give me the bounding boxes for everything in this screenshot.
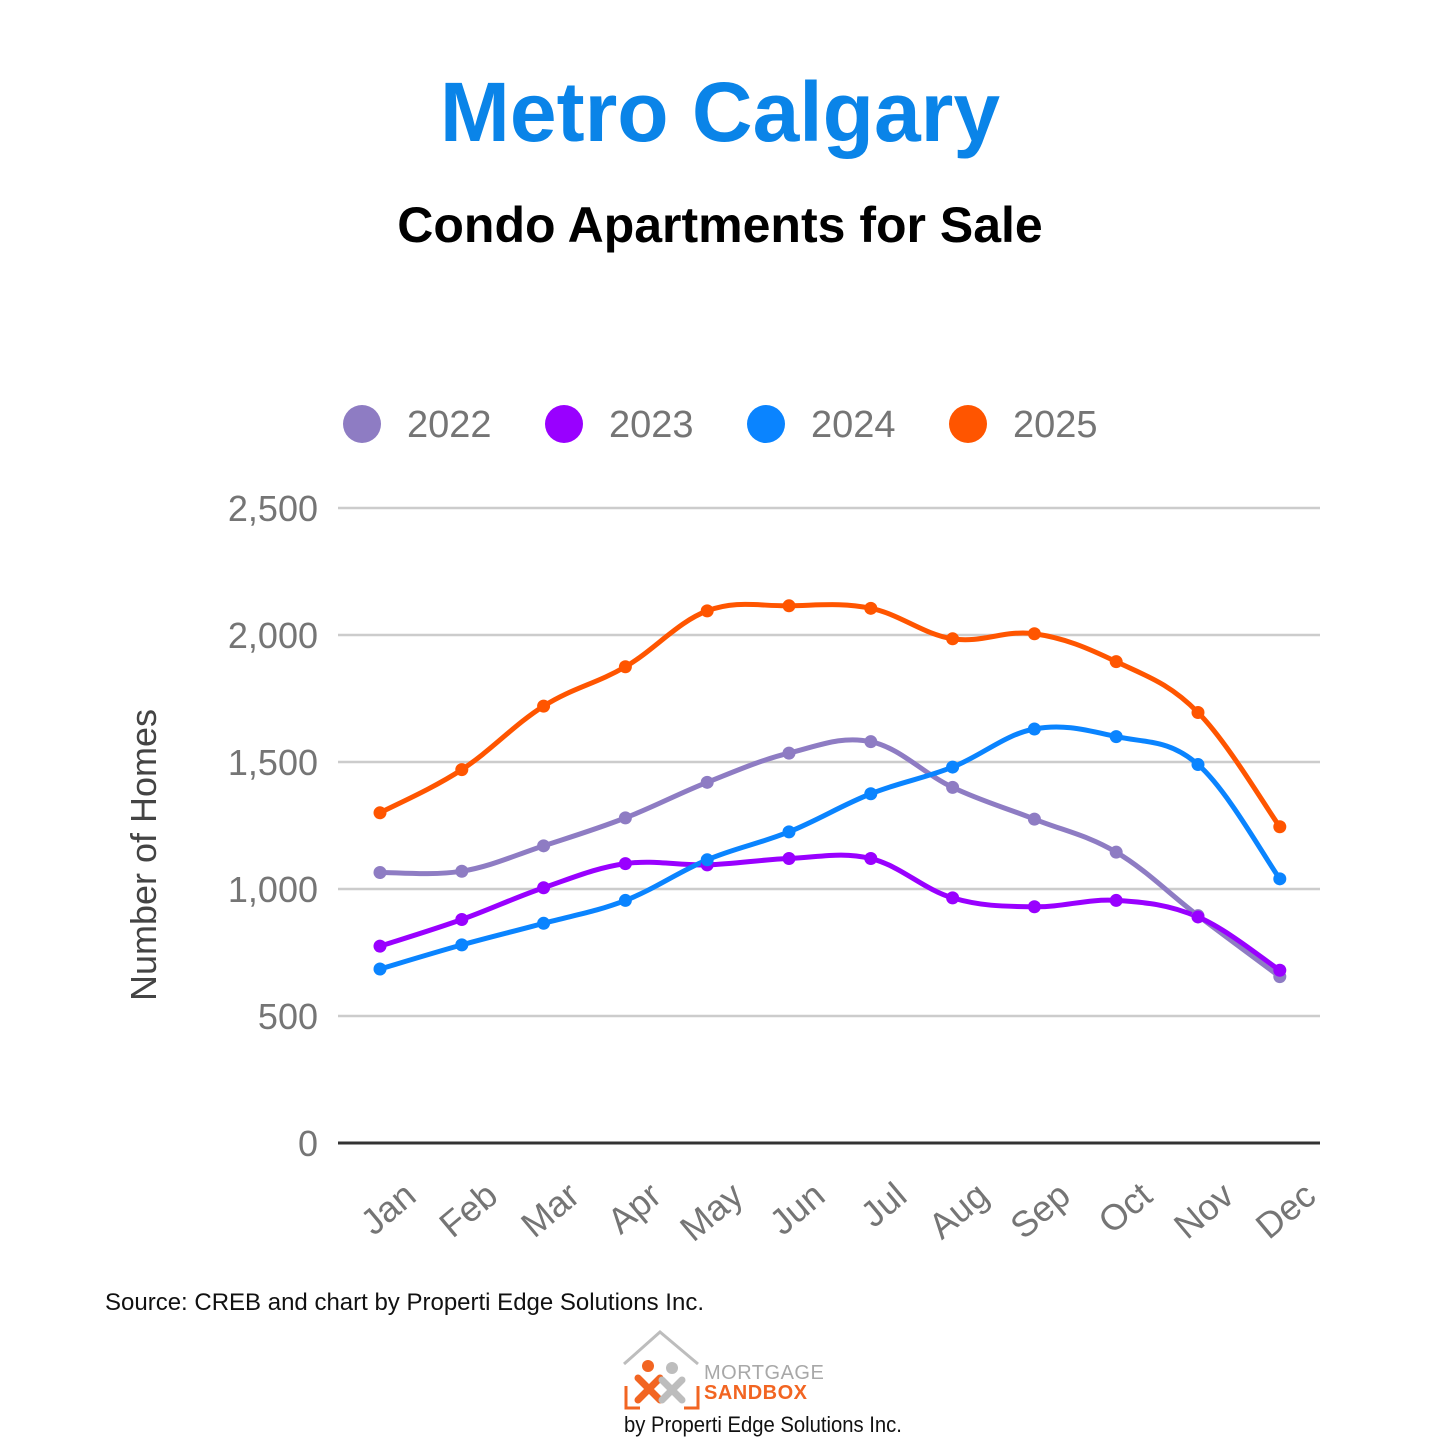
legend-swatch — [747, 405, 785, 443]
chart-legend: 2022 2023 2024 2025 — [343, 404, 1098, 446]
logo-text-sandbox: SANDBOX — [704, 1382, 808, 1404]
data-point-2022 — [373, 865, 387, 879]
data-point-2023 — [1273, 963, 1287, 977]
line-chart: 2022 2023 2024 2025 0 500 1,000 1,500 2,000 2,50… — [123, 404, 1324, 1249]
series-points — [373, 599, 1287, 984]
data-point-2023 — [864, 852, 878, 866]
data-point-2025 — [946, 632, 960, 646]
data-point-2022 — [1109, 845, 1123, 859]
x-tick-label: Mar — [513, 1174, 587, 1245]
legend-swatch — [343, 405, 381, 443]
data-point-2024 — [1273, 872, 1287, 886]
data-point-2024 — [946, 760, 960, 774]
x-tick-label: Oct — [1090, 1174, 1159, 1241]
data-point-2024 — [373, 962, 387, 976]
data-point-2023 — [1109, 893, 1123, 907]
legend-swatch — [949, 405, 987, 443]
legend-item-2022: 2022 — [343, 404, 492, 446]
data-point-2023 — [537, 881, 551, 895]
data-point-2025 — [1191, 705, 1205, 719]
y-tick-label: 1,000 — [228, 869, 318, 910]
y-axis-label: Number of Homes — [123, 709, 164, 1001]
data-point-2025 — [864, 601, 878, 615]
data-point-2025 — [1273, 820, 1287, 834]
data-point-2022 — [864, 735, 878, 749]
x-axis-ticks: Jan Feb Mar Apr May Jun Jul Aug Sep Oct Nov Dec — [353, 1174, 1324, 1249]
x-tick-label: Nov — [1166, 1174, 1241, 1247]
y-tick-label: 2,500 — [228, 488, 318, 529]
mortgage-sandbox-logo: MORTGAGE SANDBOX by Properti Edge Soluti… — [618, 1328, 918, 1438]
x-tick-label: Jun — [762, 1174, 833, 1243]
data-point-2022 — [1027, 812, 1041, 826]
legend-item-2023: 2023 — [545, 404, 694, 446]
data-point-2024 — [455, 938, 469, 952]
data-point-2024 — [618, 893, 632, 907]
data-point-2025 — [618, 660, 632, 674]
y-tick-label: 2,000 — [228, 615, 318, 656]
legend-label: 2025 — [1013, 404, 1098, 446]
x-tick-label: Aug — [921, 1174, 996, 1247]
data-point-2024 — [1027, 722, 1041, 736]
data-point-2022 — [537, 839, 551, 853]
x-tick-label: Dec — [1248, 1174, 1323, 1247]
y-tick-label: 0 — [298, 1123, 318, 1164]
data-point-2023 — [1191, 910, 1205, 924]
data-point-2024 — [1191, 758, 1205, 772]
data-point-2024 — [1109, 730, 1123, 744]
data-point-2025 — [373, 806, 387, 820]
x-tick-label: Apr — [599, 1174, 668, 1241]
x-tick-label: Jul — [853, 1174, 915, 1235]
series-line-2025 — [377, 601, 1283, 830]
series-line-2024 — [377, 724, 1283, 972]
data-point-2023 — [618, 857, 632, 871]
x-tick-label: Feb — [431, 1174, 505, 1245]
logo-text-mortgage: MORTGAGE — [704, 1362, 825, 1384]
series-line-2022 — [377, 737, 1283, 980]
x-tick-label: May — [672, 1174, 750, 1249]
x-tick-label: Jan — [353, 1174, 424, 1243]
data-point-2025 — [1109, 655, 1123, 669]
data-point-2025 — [782, 599, 796, 613]
data-point-2025 — [455, 763, 469, 777]
data-point-2023 — [782, 852, 796, 866]
data-point-2024 — [700, 853, 714, 867]
legend-item-2024: 2024 — [747, 404, 896, 446]
data-point-2024 — [537, 916, 551, 930]
chart-title: Metro Calgary — [439, 65, 1001, 159]
data-point-2023 — [373, 939, 387, 953]
legend-label: 2024 — [811, 404, 896, 446]
legend-label: 2022 — [407, 404, 492, 446]
data-point-2025 — [700, 604, 714, 618]
data-point-2025 — [1027, 627, 1041, 641]
data-point-2023 — [1027, 900, 1041, 914]
series-line-2023 — [377, 852, 1283, 973]
data-point-2022 — [455, 864, 469, 878]
legend-label: 2023 — [609, 404, 694, 446]
data-point-2022 — [700, 775, 714, 789]
data-point-2022 — [946, 780, 960, 794]
chart-subtitle: Condo Apartments for Sale — [397, 197, 1043, 253]
legend-item-2025: 2025 — [949, 404, 1098, 446]
legend-swatch — [545, 405, 583, 443]
data-point-2024 — [864, 787, 878, 801]
y-tick-label: 1,500 — [228, 742, 318, 783]
y-tick-label: 500 — [258, 996, 318, 1037]
series-lines — [377, 601, 1283, 980]
data-point-2022 — [782, 746, 796, 760]
source-note: Source: CREB and chart by Properti Edge … — [105, 1289, 704, 1316]
logo-byline: by Properti Edge Solutions Inc. — [624, 1412, 902, 1437]
y-axis-ticks: 0 500 1,000 1,500 2,000 2,500 — [228, 488, 318, 1164]
data-point-2023 — [455, 912, 469, 926]
data-point-2023 — [946, 891, 960, 905]
data-point-2024 — [782, 825, 796, 839]
data-point-2025 — [537, 699, 551, 713]
x-tick-label: Sep — [1002, 1174, 1077, 1247]
data-point-2022 — [618, 811, 632, 825]
grid-lines — [338, 506, 1320, 1145]
house-icon — [623, 1330, 700, 1410]
